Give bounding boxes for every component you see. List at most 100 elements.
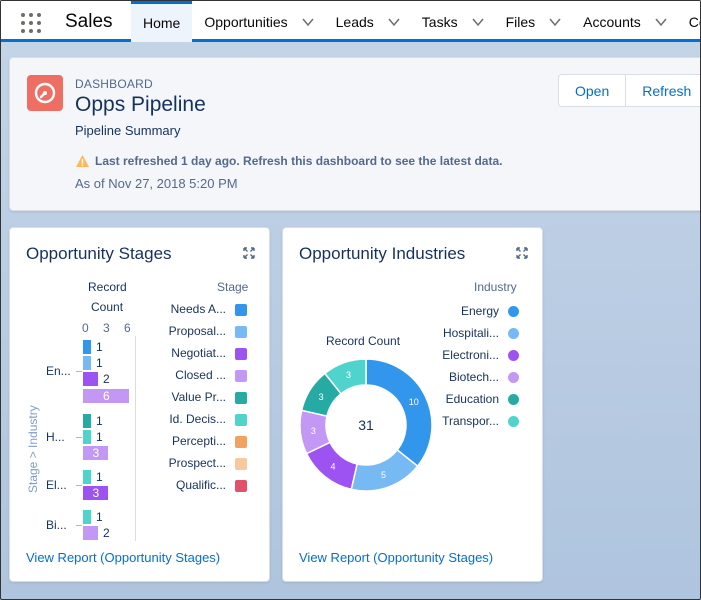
- tab-label: Tasks: [421, 13, 458, 30]
- dashboard-actions: Open Refresh: [558, 74, 700, 107]
- tick-label: 6: [124, 321, 131, 335]
- category-label: Bi...: [46, 518, 67, 533]
- chevron-down-icon[interactable]: [302, 17, 314, 27]
- legend-swatch: [235, 458, 247, 470]
- axis-tick: [76, 437, 82, 439]
- expand-icon[interactable]: [243, 246, 255, 259]
- bar[interactable]: [83, 356, 91, 371]
- view-report-link[interactable]: View Report (Opportunity Stages): [299, 550, 494, 565]
- bar[interactable]: [83, 526, 98, 541]
- page-subtitle: Pipeline Summary: [75, 123, 181, 138]
- legend-label[interactable]: Negotiat...: [171, 346, 226, 360]
- legend-title: Stage: [217, 280, 249, 294]
- legend-swatch: [235, 436, 247, 448]
- donut-slice[interactable]: [365, 358, 433, 468]
- category-label: H...: [46, 430, 65, 445]
- card-title: Opportunity Stages: [26, 244, 172, 263]
- tab-opportunities[interactable]: Opportunities: [192, 1, 323, 42]
- tick-label: 3: [103, 321, 110, 335]
- legend-label[interactable]: Value Pr...: [171, 390, 226, 404]
- warning-icon: [75, 154, 90, 168]
- slice-value-label: 5: [381, 470, 386, 480]
- bar[interactable]: [83, 486, 108, 501]
- bar[interactable]: [83, 510, 91, 524]
- gridline: [135, 336, 136, 541]
- app-name: Sales: [65, 11, 113, 32]
- bar-value-label: 1: [96, 414, 103, 428]
- bar[interactable]: [83, 388, 129, 403]
- page-title: Opps Pipeline: [75, 93, 206, 116]
- slice-value-label: 10: [409, 397, 419, 407]
- legend-label[interactable]: Percepti...: [171, 434, 226, 448]
- bar[interactable]: [83, 470, 91, 484]
- chevron-down-icon[interactable]: [472, 17, 484, 27]
- legend-swatch: [235, 480, 247, 492]
- legend-label[interactable]: Qualific...: [175, 478, 226, 492]
- bar-value-label: 1: [96, 510, 103, 524]
- opportunity-stages-card: Opportunity Stages Record Count 0 3 6 St…: [9, 227, 270, 582]
- view-report-link[interactable]: View Report (Opportunity Stages): [26, 550, 221, 565]
- legend-swatch: [235, 414, 247, 426]
- legend-swatch: [508, 372, 519, 383]
- chevron-down-icon[interactable]: [549, 17, 561, 27]
- legend-label[interactable]: Closed ...: [175, 368, 226, 382]
- axis-tick: [76, 525, 82, 527]
- bar[interactable]: [83, 446, 108, 461]
- expand-icon[interactable]: [516, 246, 528, 259]
- legend-label[interactable]: Proposal...: [168, 324, 226, 338]
- legend-label[interactable]: Education: [445, 392, 499, 406]
- legend-label[interactable]: Energy: [460, 304, 499, 318]
- legend-swatch: [508, 328, 519, 339]
- donut-slice[interactable]: [323, 358, 367, 395]
- dashboard-icon: [27, 75, 63, 111]
- tab-contacts[interactable]: Co: [677, 1, 700, 42]
- axis-title: Record: [88, 280, 127, 294]
- tab-home[interactable]: Home: [131, 1, 193, 42]
- bar[interactable]: [83, 340, 91, 354]
- slice-value-label: 3: [311, 426, 316, 436]
- app-launcher-icon[interactable]: [21, 13, 41, 33]
- legend-label[interactable]: Hospitali...: [442, 326, 499, 340]
- dashboard-kicker: DASHBOARD: [75, 77, 153, 91]
- tab-label: Home: [143, 15, 181, 31]
- bar-value-label: 1: [96, 430, 103, 445]
- tab-accounts[interactable]: Accounts: [571, 1, 677, 42]
- axis-tick: [76, 485, 82, 487]
- legend-label[interactable]: Id. Decis...: [169, 412, 226, 426]
- legend-swatch: [235, 392, 247, 404]
- bar[interactable]: [83, 372, 98, 387]
- tick-label: 0: [82, 321, 89, 335]
- donut-chart: 10 5 4 3 3 3 31: [299, 358, 433, 492]
- chevron-down-icon[interactable]: [388, 17, 400, 27]
- legend-label[interactable]: Biotech...: [448, 370, 499, 384]
- y-axis-label: Stage > Industry: [26, 405, 40, 493]
- bar-value-label: 1: [96, 340, 103, 354]
- legend-swatch: [508, 416, 519, 427]
- tab-tasks[interactable]: Tasks: [410, 1, 494, 42]
- legend-swatch: [235, 326, 247, 338]
- legend-label[interactable]: Transpor...: [442, 414, 499, 428]
- bar-value-label: 3: [92, 446, 100, 461]
- tab-label: Accounts: [583, 13, 641, 30]
- open-button[interactable]: Open: [559, 75, 626, 106]
- legend-label[interactable]: Needs A...: [170, 302, 226, 316]
- bar[interactable]: [83, 414, 91, 428]
- refresh-button[interactable]: Refresh: [625, 75, 700, 106]
- tab-files[interactable]: Files: [494, 1, 572, 42]
- chart-label: Record Count: [326, 334, 401, 348]
- axis-title: Count: [91, 300, 124, 314]
- legend-swatch: [235, 348, 247, 360]
- bar[interactable]: [83, 430, 91, 445]
- legend-label[interactable]: Prospect...: [168, 456, 226, 470]
- refresh-warning: Last refreshed 1 day ago. Refresh this d…: [75, 154, 502, 168]
- legend-swatch: [508, 350, 519, 361]
- slice-value-label: 4: [330, 461, 335, 471]
- tab-label: Leads: [335, 13, 374, 30]
- tab-leads[interactable]: Leads: [324, 1, 410, 42]
- global-nav: Sales Home Opportunities Leads Tasks Fil…: [1, 1, 700, 42]
- tab-label: Opportunities: [204, 13, 288, 30]
- chevron-down-icon[interactable]: [655, 17, 667, 27]
- legend-label[interactable]: Electroni...: [442, 348, 499, 362]
- category-label: El...: [46, 478, 67, 493]
